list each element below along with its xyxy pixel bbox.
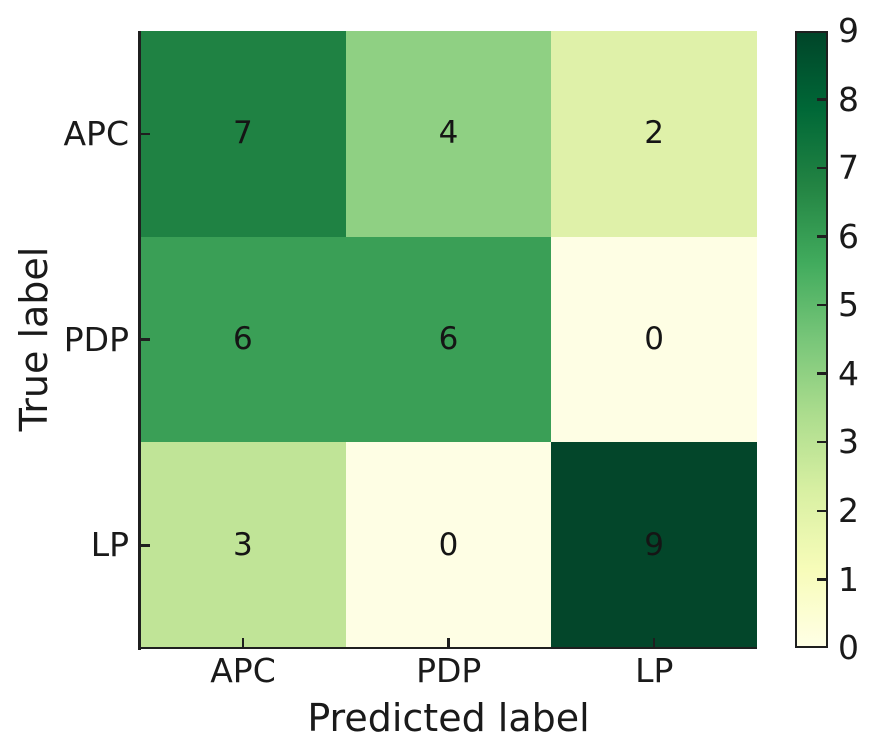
matrix-cell-r1c1: 6 [345, 236, 552, 443]
matrix-cell-r2c2: 9 [551, 442, 757, 648]
x-ticklabel-apc: APC [210, 651, 276, 690]
cell-value: 6 [232, 320, 253, 357]
y-axis-spine [138, 31, 141, 650]
confusion-matrix-heatmap: 7 4 2 6 6 0 3 0 9 [140, 31, 757, 648]
x-tick-lp [652, 637, 656, 647]
colorbar-tick-6 [816, 235, 826, 238]
colorbar-tick-4 [816, 372, 826, 375]
matrix-cell-r1c0: 6 [140, 236, 346, 443]
colorbar-label-8: 8 [838, 79, 859, 119]
y-axis-label: True label [12, 246, 56, 432]
x-ticklabel-pdp: PDP [416, 651, 482, 690]
cell-value: 4 [438, 115, 459, 152]
colorbar-label-0: 0 [838, 628, 859, 668]
cell-value: 3 [232, 526, 253, 563]
matrix-cell-r0c2: 2 [551, 31, 757, 237]
matrix-cell-r2c1: 0 [345, 442, 552, 648]
cell-value: 2 [644, 115, 665, 152]
matrix-cell-r1c2: 0 [551, 236, 757, 443]
cell-value: 0 [644, 320, 665, 357]
matrix-cell-r0c1: 4 [345, 31, 552, 237]
colorbar-tick-1 [816, 578, 826, 581]
x-tick-pdp [447, 637, 450, 647]
colorbar-tick-2 [816, 509, 826, 512]
x-tick-apc [241, 637, 244, 647]
x-axis-spine [138, 646, 757, 649]
cell-value: 0 [438, 526, 459, 563]
y-ticklabel-lp: LP [90, 525, 129, 565]
matrix-cell-r0c0: 7 [140, 31, 346, 237]
colorbar-tick-8 [816, 98, 826, 101]
colorbar-label-1: 1 [838, 559, 859, 599]
colorbar-tick-5 [816, 303, 826, 307]
y-ticklabel-apc: APC [63, 113, 129, 153]
x-axis-label: Predicted label [307, 696, 590, 740]
cell-value: 6 [438, 320, 459, 357]
x-ticklabel-lp: LP [635, 651, 674, 690]
y-tick-lp [140, 544, 150, 547]
colorbar-tick-3 [816, 440, 826, 444]
colorbar-tick-7 [816, 166, 826, 170]
colorbar-label-7: 7 [838, 148, 859, 188]
colorbar-label-6: 6 [838, 216, 859, 256]
colorbar-label-2: 2 [838, 491, 859, 530]
cell-value: 9 [644, 526, 665, 563]
colorbar-label-5: 5 [838, 285, 859, 325]
matrix-cell-r2c0: 3 [140, 442, 346, 648]
cell-value: 7 [232, 115, 253, 152]
colorbar-label-9: 9 [838, 11, 859, 50]
colorbar-label-3: 3 [838, 422, 859, 462]
colorbar-gradient [795, 31, 828, 648]
colorbar-label-4: 4 [838, 353, 859, 393]
y-ticklabel-pdp: PDP [63, 319, 129, 359]
y-tick-apc [140, 132, 150, 136]
y-tick-pdp [140, 338, 150, 341]
